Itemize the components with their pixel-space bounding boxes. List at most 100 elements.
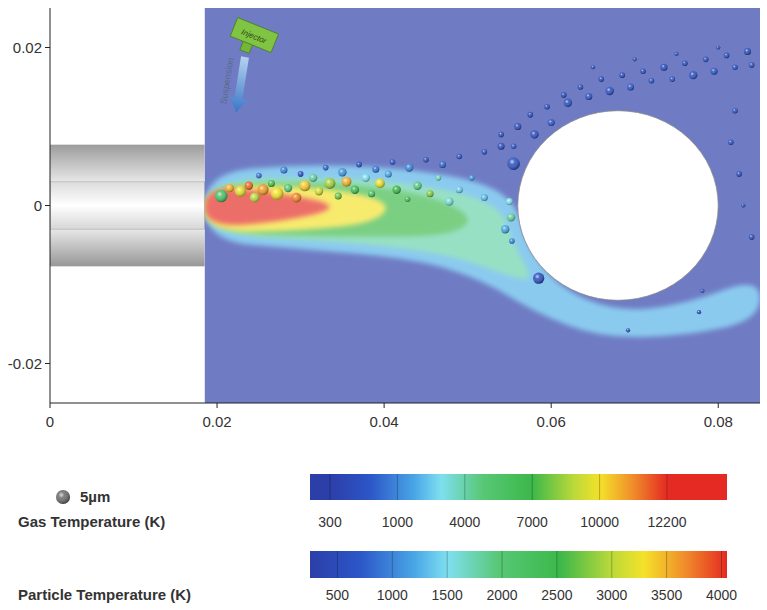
particle-shading: [732, 108, 738, 114]
particles: [215, 45, 755, 332]
particle: [405, 196, 411, 202]
particle-shading: [744, 48, 751, 55]
particle: [544, 104, 550, 110]
gas-colorbar-tick: [397, 474, 398, 500]
particle-shading: [649, 78, 655, 84]
particle: [385, 170, 392, 177]
particle: [298, 171, 304, 177]
particle-shading: [591, 65, 595, 69]
particle-colorbar-tick: [337, 551, 338, 578]
particle-colorbar-title: Particle Temperature (K): [18, 586, 191, 603]
particle-shading: [548, 119, 555, 126]
particle-colorbar-tick: [611, 551, 612, 578]
particle-shading: [482, 149, 488, 155]
particle-colorbar-tick: [556, 551, 557, 578]
particle: [724, 53, 730, 59]
particle: [338, 168, 346, 176]
particle-shading: [268, 180, 275, 187]
particle: [511, 143, 517, 149]
size-legend-label: 5µm: [80, 488, 110, 505]
particle-shading: [700, 289, 704, 293]
cylinder: [518, 111, 718, 301]
particle-shading: [299, 180, 310, 191]
particle-shading: [256, 173, 262, 179]
particle: [324, 178, 335, 189]
particle: [728, 140, 734, 146]
x-tick: [718, 403, 719, 408]
particle-shading: [315, 187, 323, 195]
particle-shading: [235, 186, 246, 197]
particle: [427, 190, 434, 197]
particle-shading: [498, 143, 505, 150]
particle-colorbar-tick-label: 1500: [432, 587, 463, 603]
particle-shading: [271, 187, 284, 200]
y-tick-label: 0.02: [13, 39, 42, 56]
particle: [700, 289, 704, 293]
particle-shading: [732, 64, 738, 70]
particle: [561, 92, 567, 98]
torch-bore: [50, 182, 205, 229]
gas-colorbar-tick-label: 4000: [449, 514, 480, 530]
particle-colorbar-tick: [666, 551, 667, 578]
particle-shading: [362, 174, 370, 182]
particle: [674, 52, 678, 56]
particle-shading: [280, 166, 287, 173]
particle: [498, 143, 505, 150]
particle-shading: [469, 175, 475, 181]
particle-shading: [392, 186, 400, 194]
particle: [299, 180, 310, 191]
particle: [619, 72, 625, 78]
particle: [456, 186, 463, 193]
particle-colorbar-tick-label: 2000: [486, 587, 517, 603]
particle: [501, 225, 509, 233]
particle-colorbar-tick: [392, 551, 393, 578]
particle: [245, 182, 253, 190]
particle: [749, 234, 755, 240]
particle: [368, 190, 375, 197]
x-tick: [551, 403, 552, 408]
gas-colorbar-tick: [667, 474, 668, 500]
particle-shading: [423, 157, 429, 163]
particle: [749, 62, 755, 68]
injector: Injector: [227, 18, 279, 61]
particle-shading: [598, 76, 604, 82]
gas-colorbar-tick: [599, 474, 600, 500]
x-tick-label: 0.04: [370, 413, 399, 430]
particle-shading: [640, 68, 646, 74]
particle-shading: [356, 162, 362, 168]
particle: [423, 157, 429, 163]
particle-shading: [413, 182, 421, 190]
particle-shading: [585, 93, 592, 100]
gas-colorbar-tick-label: 300: [318, 514, 342, 530]
particle: [372, 166, 379, 173]
particle-shading: [335, 193, 342, 200]
particle-shading: [724, 53, 730, 59]
particle-shading: [564, 99, 572, 107]
particle-colorbar-tick-label: 2500: [541, 587, 572, 603]
particle-shading: [578, 84, 584, 90]
particle-shading: [561, 92, 567, 98]
particle-shading: [372, 166, 379, 173]
gas-colorbar-title: Gas Temperature (K): [18, 513, 165, 530]
y-tick: [45, 47, 50, 48]
particle: [732, 64, 738, 70]
particle-shading: [481, 194, 488, 201]
particle-shading: [445, 197, 453, 205]
particle-shading: [298, 171, 304, 177]
particle-colorbar-tick-label: 500: [326, 587, 350, 603]
particle-shading: [215, 190, 228, 203]
x-tick: [50, 403, 51, 408]
particle: [633, 57, 637, 61]
particle: [509, 238, 515, 244]
x-tick-label: 0.06: [537, 413, 566, 430]
particle-shading: [530, 130, 538, 138]
particle: [736, 171, 742, 177]
particle: [315, 187, 323, 195]
particle: [578, 84, 584, 90]
particle-shading: [749, 234, 755, 240]
particle-shading: [323, 165, 329, 171]
particle: [498, 132, 504, 138]
particle: [741, 203, 745, 207]
particle: [703, 57, 709, 63]
particle: [356, 162, 362, 168]
